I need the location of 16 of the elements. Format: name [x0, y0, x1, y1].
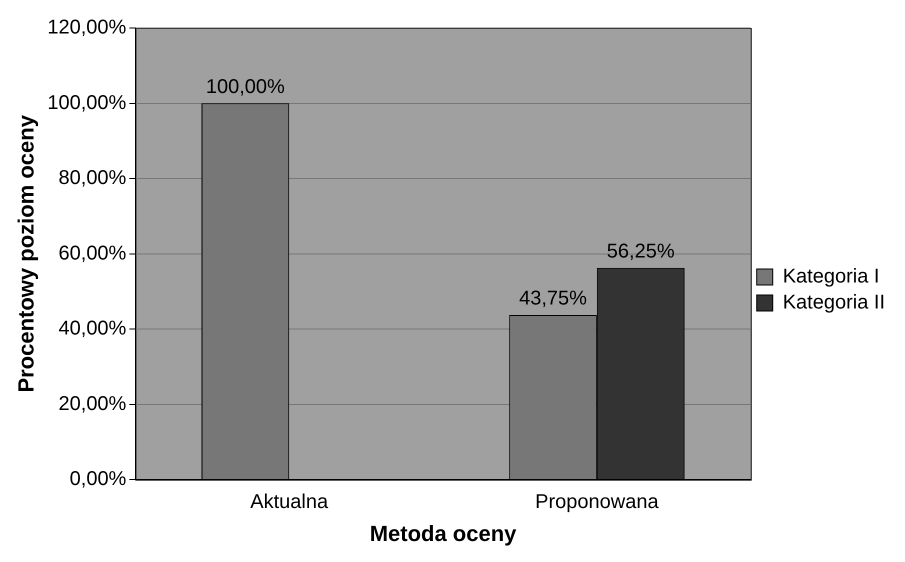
y-tick-label: 20,00%	[58, 392, 127, 415]
y-tick-label: 60,00%	[58, 242, 127, 264]
y-tick-label: 80,00%	[58, 167, 127, 190]
y-tick-label: 100,00%	[47, 92, 127, 114]
data-label: 56,25%	[606, 240, 675, 262]
x-tick-label: Proponowana	[535, 491, 660, 514]
y-tick-label: 120,00%	[47, 16, 127, 39]
legend-label: Kategoria I	[782, 266, 880, 288]
y-tick-label: 40,00%	[58, 318, 127, 340]
data-label: 100,00%	[206, 76, 286, 98]
y-tick-label: 0,00%	[70, 468, 127, 490]
legend-label: Kategoria II	[782, 292, 886, 314]
data-label: 43,75%	[519, 287, 588, 310]
x-tick-label: Aktualna	[250, 491, 329, 514]
x-axis-title: Metoda oceny	[370, 520, 518, 546]
y-axis-title: Procentowy poziom oceny	[13, 114, 38, 393]
